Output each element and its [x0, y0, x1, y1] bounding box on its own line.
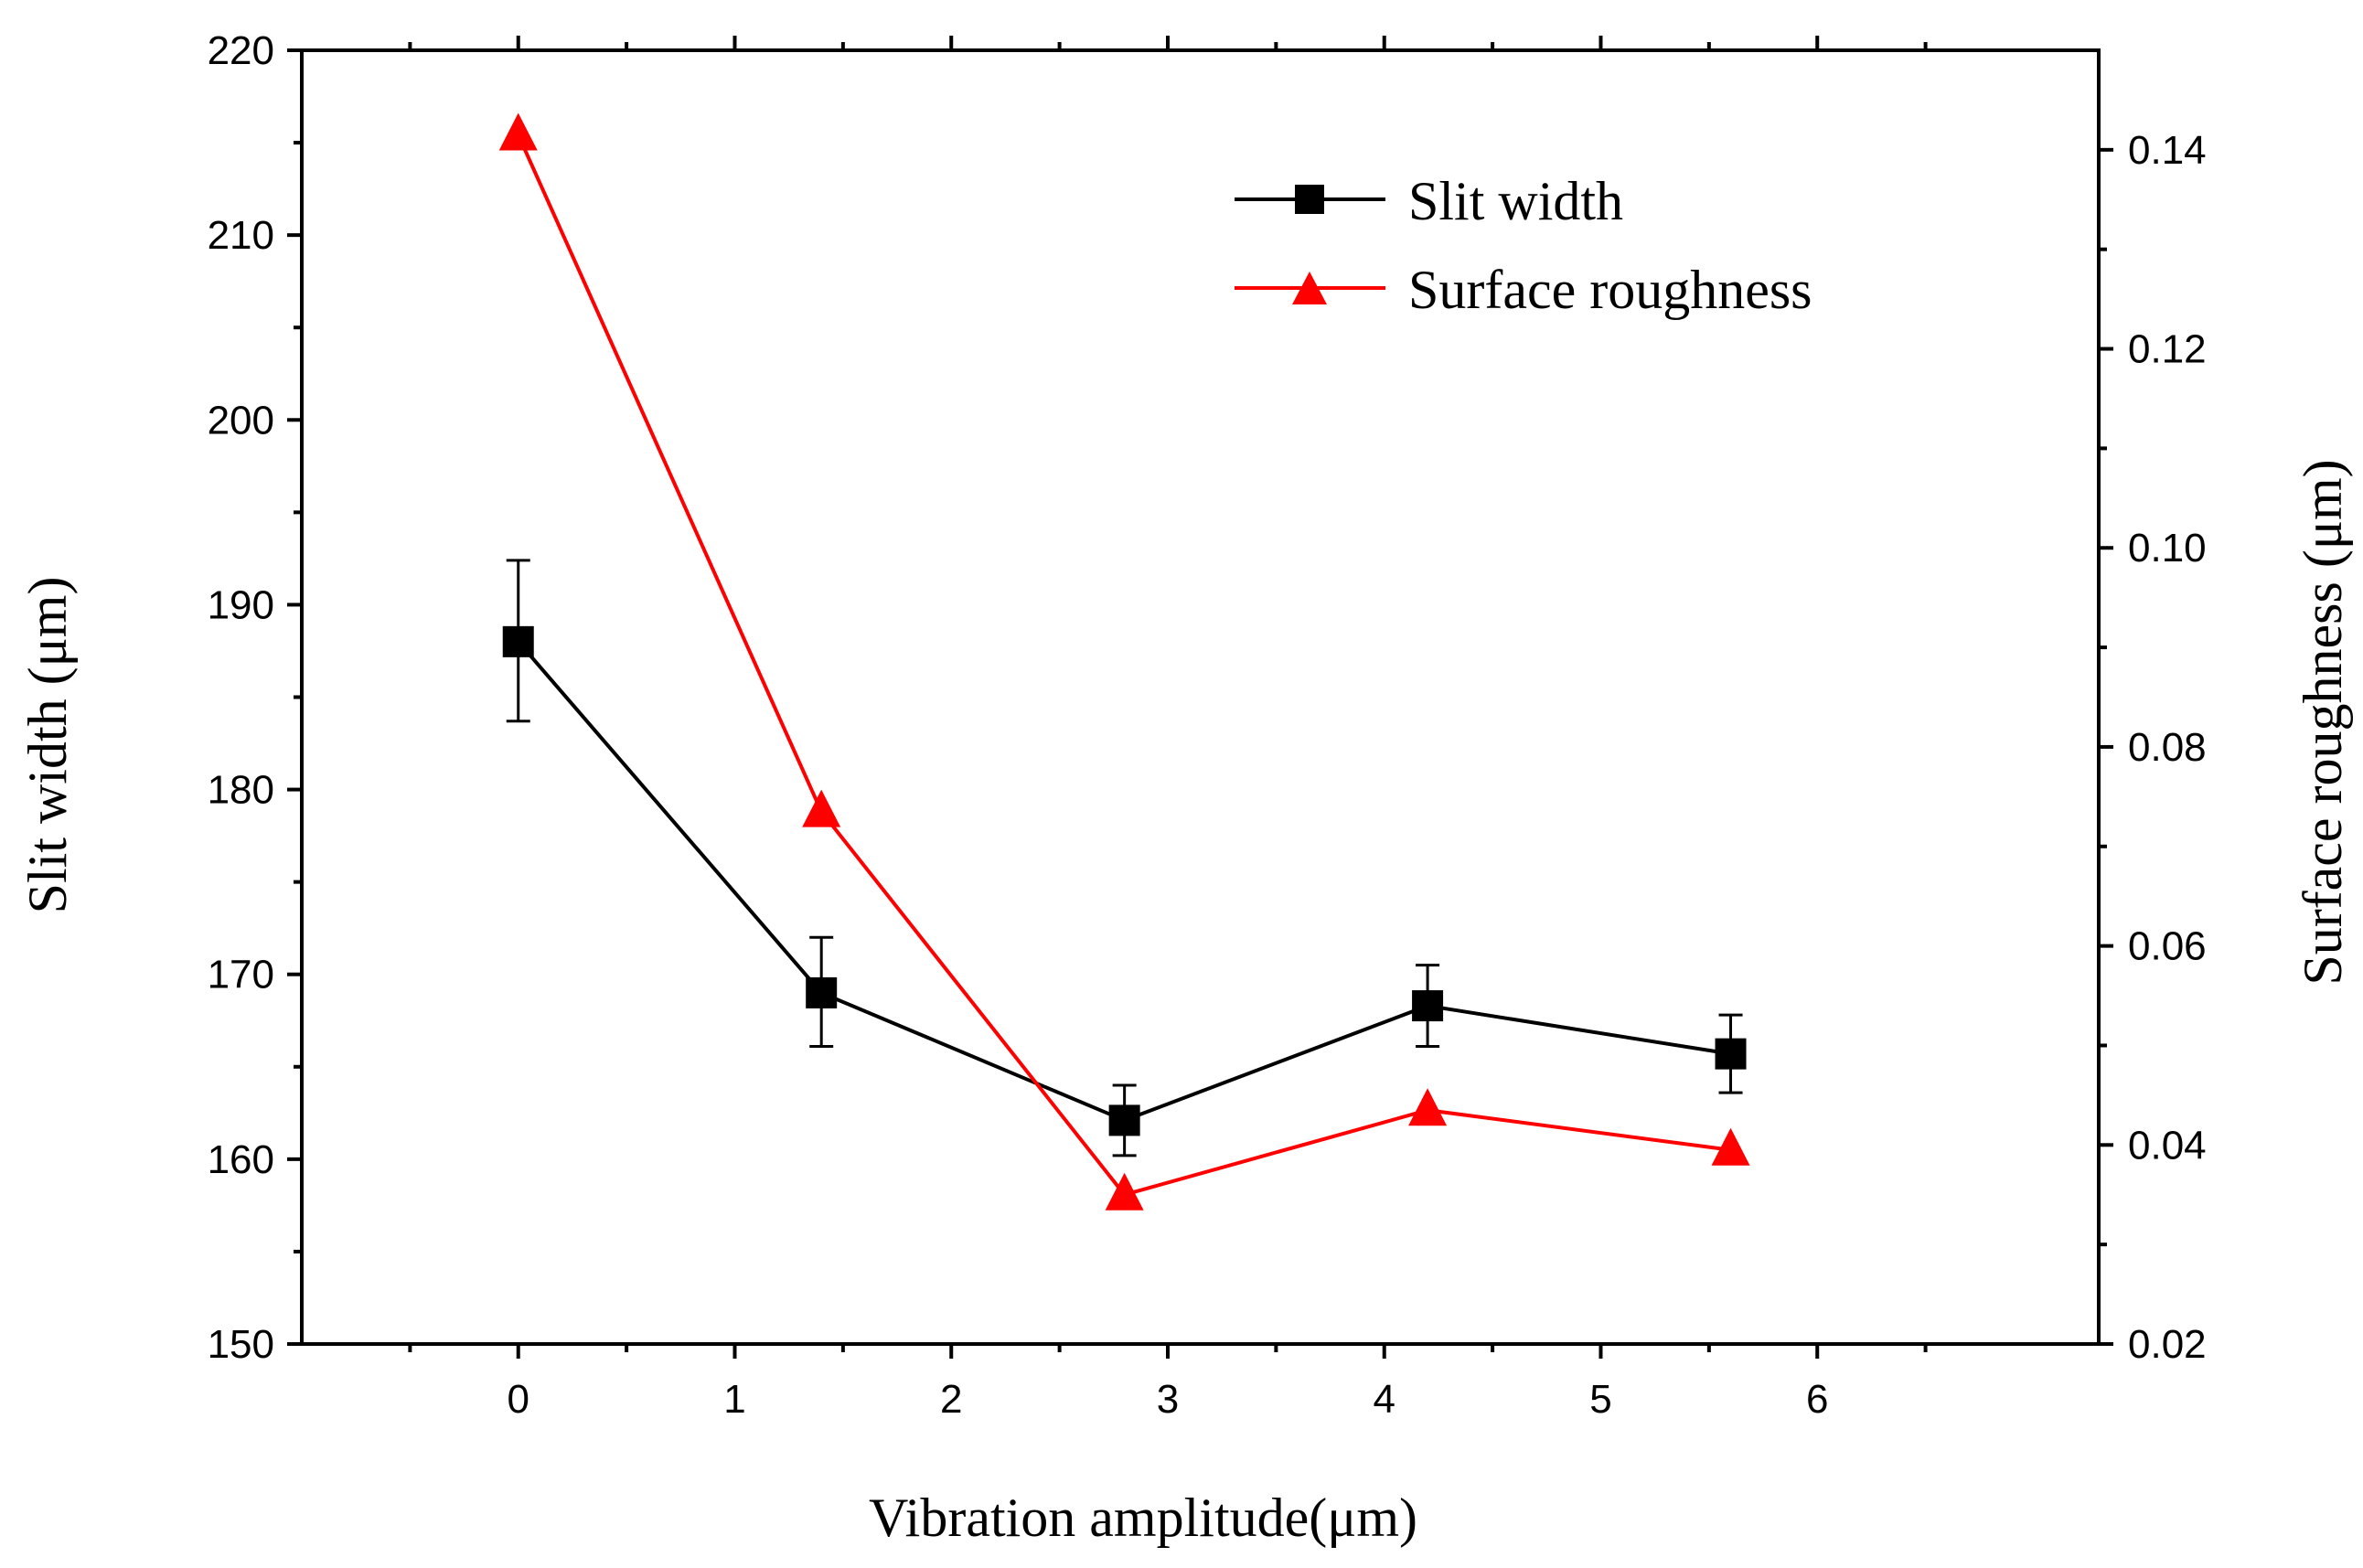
legend-marker-slit-width	[1295, 185, 1324, 214]
legend-item-surface-roughness: Surface roughness	[1235, 260, 1812, 320]
x-tick-label: 0	[508, 1377, 529, 1422]
y-left-tick-label: 220	[208, 28, 274, 73]
error-bars	[506, 559, 1743, 1157]
x-axis-title: Vibration amplitude(μm)	[869, 1488, 1417, 1548]
y-left-tick-label: 180	[208, 768, 274, 813]
y-left-tick-label: 200	[208, 398, 274, 443]
y-right-tick-label: 0.10	[2128, 526, 2207, 571]
y-right-tick-label: 0.12	[2128, 327, 2207, 372]
axis-ticks	[287, 36, 2113, 1359]
data-point-slit-width	[806, 976, 838, 1008]
series-markers	[498, 112, 1750, 1211]
data-point-surface-roughness	[802, 789, 841, 827]
data-point-surface-roughness	[498, 112, 538, 151]
y-right-tick-label: 0.06	[2128, 924, 2207, 969]
x-tick-label: 1	[723, 1377, 745, 1422]
y-right-tick-label: 0.04	[2128, 1123, 2207, 1168]
legend-marker-surface-roughness	[1292, 272, 1327, 304]
data-point-slit-width	[1108, 1104, 1140, 1136]
y-left-tick-label: 160	[208, 1137, 274, 1182]
x-tick-label: 5	[1589, 1377, 1611, 1422]
y-left-axis-title: Slit width (μm)	[17, 577, 78, 914]
legend-item-slit-width: Slit width	[1235, 171, 1623, 231]
y-left-tick-label: 170	[208, 953, 274, 997]
tick-labels: 0 1 2 3 4 5 6 150 160 170 180 190 200 210 220 0.02 0.04 0…	[208, 28, 2207, 1422]
y-left-tick-label: 210	[208, 213, 274, 258]
data-point-surface-roughness	[1408, 1088, 1448, 1126]
series-line-slit-width	[517, 640, 1731, 1123]
data-point-slit-width	[502, 625, 534, 657]
plot-frame	[300, 48, 2101, 1346]
data-point-slit-width	[1715, 1038, 1747, 1070]
y-right-tick-label: 0.08	[2128, 725, 2207, 770]
y-right-tick-label: 0.02	[2128, 1322, 2207, 1367]
x-tick-label: 2	[940, 1377, 962, 1422]
data-point-slit-width	[1412, 990, 1444, 1022]
y-right-axis-title: Surface roughness (μm)	[2293, 459, 2353, 985]
x-tick-label: 4	[1373, 1377, 1395, 1422]
data-point-surface-roughness	[1711, 1127, 1750, 1166]
data-point-surface-roughness	[1105, 1172, 1144, 1211]
legend: Slit width Surface roughness	[1235, 171, 1812, 320]
legend-label-slit-width: Slit width	[1408, 171, 1623, 231]
x-tick-label: 3	[1157, 1377, 1179, 1422]
x-tick-label: 6	[1806, 1377, 1828, 1422]
legend-label-surface-roughness: Surface roughness	[1408, 260, 1812, 320]
y-right-tick-label: 0.14	[2128, 128, 2207, 173]
y-left-tick-label: 190	[208, 582, 274, 627]
y-left-tick-label: 150	[208, 1322, 274, 1367]
